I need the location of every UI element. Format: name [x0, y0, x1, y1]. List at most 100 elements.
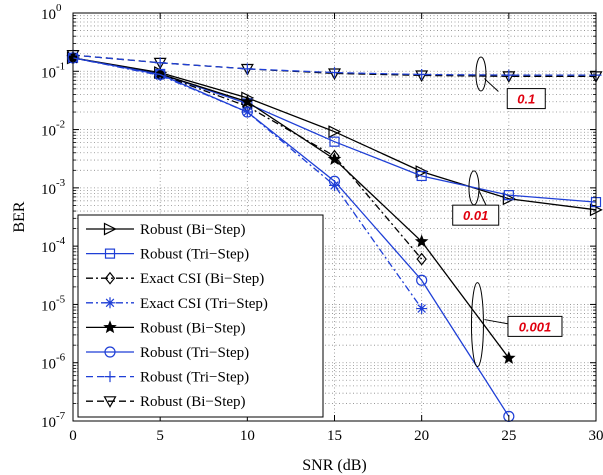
legend-entry: Robust (Tri−Step): [86, 247, 249, 263]
annotation-label: 0.001: [519, 319, 552, 334]
data-point: [414, 234, 429, 248]
annotation-box: [507, 315, 563, 337]
x-tick-label: 0: [69, 428, 77, 444]
y-tick-base: 10: [41, 240, 56, 256]
legend-marker: [104, 271, 116, 285]
data-point: [503, 69, 515, 81]
data-point: [416, 252, 427, 266]
y-tick-exponent: -4: [56, 235, 66, 247]
data-point: [241, 63, 253, 75]
x-axis-ticks: 0 5 10 15 20 25 30: [69, 13, 603, 444]
annotation-ellipses: [468, 56, 513, 368]
series-line: [72, 57, 423, 260]
x-axis-label: SNR (dB): [302, 457, 366, 474]
legend: Robust (Bi−Step) Robust (Tri−Step) Exact C…: [77, 214, 324, 418]
y-tick-label: 10-7: [41, 410, 66, 431]
y-axis-label: BER: [11, 201, 28, 232]
legend-label: Robust (Bi−Step): [140, 222, 246, 238]
legend-marker: [103, 320, 117, 334]
legend-entry: Robust (Bi−Step): [86, 222, 246, 238]
x-tick-label: 15: [327, 428, 342, 444]
y-tick-label: 10-5: [41, 293, 66, 314]
data-point: [416, 170, 427, 182]
legend-label: Robust (Bi−Step): [140, 394, 246, 410]
legend-marker: [103, 396, 117, 408]
legend-marker: [104, 346, 116, 358]
data-point: [329, 67, 340, 79]
y-tick-base: 10: [41, 298, 56, 314]
annotation-box: [452, 204, 500, 226]
y-tick-base: 10: [41, 65, 56, 81]
data-point: [329, 136, 340, 147]
y-tick-label: 10-1: [41, 60, 65, 81]
data-point: [327, 152, 342, 165]
x-tick-label: 10: [240, 428, 255, 444]
legend-entry: Robust (Bi−Step): [86, 394, 246, 410]
legend-label: Robust (Bi−Step): [140, 320, 246, 336]
legend-entry: Robust (Bi−Step): [86, 320, 246, 336]
y-tick-base: 10: [41, 357, 56, 373]
y-tick-exponent: -3: [56, 177, 66, 189]
data-point: [240, 94, 255, 108]
y-tick-exponent: -2: [56, 119, 65, 131]
annotation-labels: 0.1 0.01 0.001: [452, 88, 563, 337]
annotation-ellipse: [475, 56, 487, 92]
y-tick-exponent: -1: [56, 60, 65, 72]
y-tick-exponent: 0: [56, 2, 62, 14]
data-point: [415, 165, 429, 179]
data-point: [502, 192, 516, 206]
data-point: [241, 106, 253, 118]
data-point: [416, 274, 428, 286]
legend-label: Robust (Tri−Step): [140, 370, 249, 386]
data-point: [154, 57, 166, 69]
annotation-box: [506, 88, 546, 110]
data-point: [328, 125, 342, 139]
legend-box: [77, 214, 324, 418]
legend-entry: Exact CSI (Tri−Step): [86, 296, 268, 312]
legend-marker: [104, 297, 116, 309]
data-point: [416, 303, 428, 315]
x-tick-label: 30: [589, 428, 603, 444]
x-tick-label: 25: [501, 428, 516, 444]
legend-label: Robust (Tri−Step): [140, 247, 249, 263]
annotation-ellipse: [470, 282, 484, 368]
y-tick-exponent: -7: [56, 410, 66, 422]
y-tick-label: 10-3: [41, 177, 66, 198]
legend-entry: Exact CSI (Bi−Step): [86, 271, 264, 287]
data-point: [503, 190, 514, 201]
y-tick-label: 10-2: [41, 119, 65, 140]
x-tick-label: 20: [414, 428, 429, 444]
legend-label: Exact CSI (Bi−Step): [140, 271, 264, 287]
x-tick-label: 5: [156, 428, 164, 444]
y-tick-base: 10: [41, 124, 56, 140]
y-tick-label: 10-4: [41, 235, 66, 256]
data-point: [329, 179, 340, 191]
legend-entry: Robust (Tri−Step): [86, 345, 249, 361]
legend-marker: [103, 222, 117, 236]
data-point: [502, 351, 516, 364]
series-6: [67, 52, 515, 422]
y-tick-base: 10: [41, 182, 56, 198]
legend-entry: Robust (Tri−Step): [86, 370, 249, 386]
annotation-leader: [478, 190, 487, 206]
legend-label: Robust (Tri−Step): [140, 345, 249, 361]
y-tick-exponent: -6: [56, 352, 66, 364]
data-point: [154, 68, 166, 81]
series-line: [72, 57, 510, 417]
legend-marker: [104, 371, 116, 383]
data-point: [416, 69, 428, 81]
legend-marker: [104, 248, 116, 259]
y-tick-label: 10-6: [41, 352, 66, 373]
series-7: [67, 49, 602, 81]
y-tick-base: 10: [41, 7, 56, 23]
data-point: [328, 175, 341, 187]
annotation-label: 0.01: [463, 208, 488, 223]
annotation-leader: [484, 78, 499, 92]
y-tick-base: 10: [41, 415, 56, 431]
annotation-label: 0.1: [517, 92, 535, 107]
y-tick-label: 100: [41, 2, 62, 23]
y-tick-exponent: -5: [56, 293, 66, 305]
legend-label: Exact CSI (Tri−Step): [140, 296, 268, 312]
